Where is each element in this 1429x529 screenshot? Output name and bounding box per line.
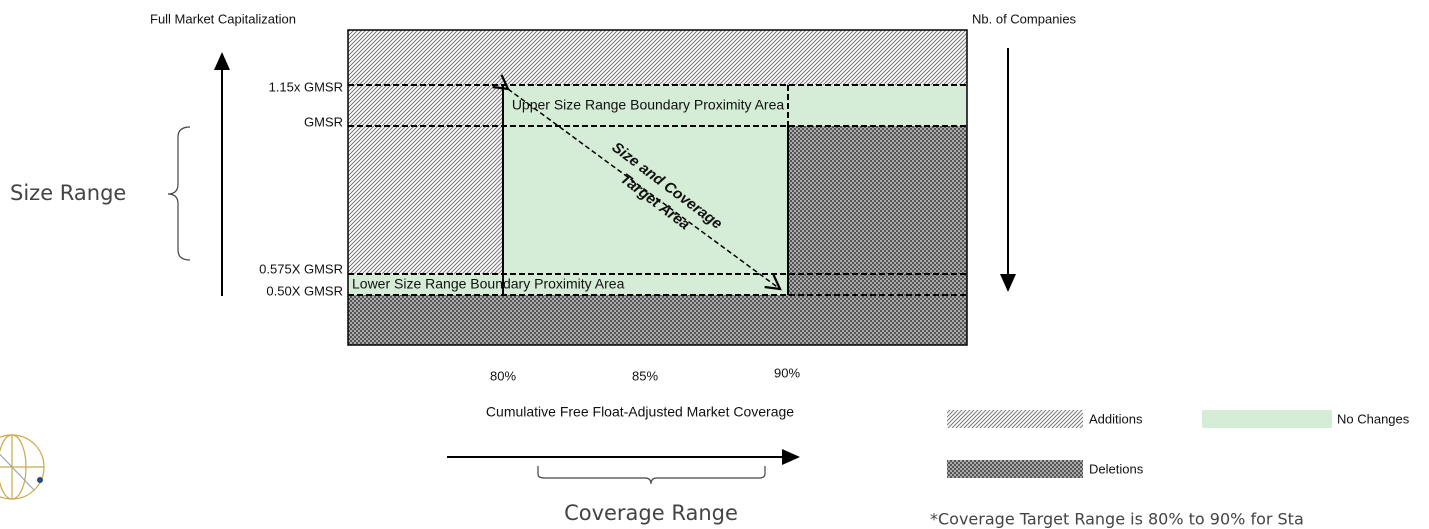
legend-swatch xyxy=(1202,410,1332,428)
matrix xyxy=(347,29,968,346)
legend-swatch xyxy=(947,410,1083,428)
area-label: Upper Size Range Boundary Proximity Area xyxy=(512,97,785,113)
axis-title: Cumulative Free Float-Adjusted Market Co… xyxy=(486,404,794,420)
legend-label: Deletions xyxy=(1089,461,1144,476)
size-range-label: Size Range xyxy=(10,181,126,205)
axis-title: Full Market Capitalization xyxy=(150,11,296,26)
x-label: 90% xyxy=(774,365,800,380)
legend-swatch xyxy=(947,460,1083,478)
x-label: 85% xyxy=(632,368,658,383)
legend-label: Additions xyxy=(1089,411,1143,426)
footnote: *Coverage Target Range is 80% to 90% for… xyxy=(930,510,1304,529)
y-label: 0.575X GMSR xyxy=(259,261,343,276)
coverage-range-label: Coverage Range xyxy=(564,501,738,525)
y-label: 0.50X GMSR xyxy=(266,283,343,298)
axis-title: Nb. of Companies xyxy=(972,11,1077,26)
legend-label: No Changes xyxy=(1337,411,1410,426)
y-label: GMSR xyxy=(304,114,343,129)
area-label: Lower Size Range Boundary Proximity Area xyxy=(352,276,625,292)
logo xyxy=(0,434,45,500)
x-label: 80% xyxy=(490,368,516,383)
y-label: 1.15x GMSR xyxy=(269,79,343,94)
